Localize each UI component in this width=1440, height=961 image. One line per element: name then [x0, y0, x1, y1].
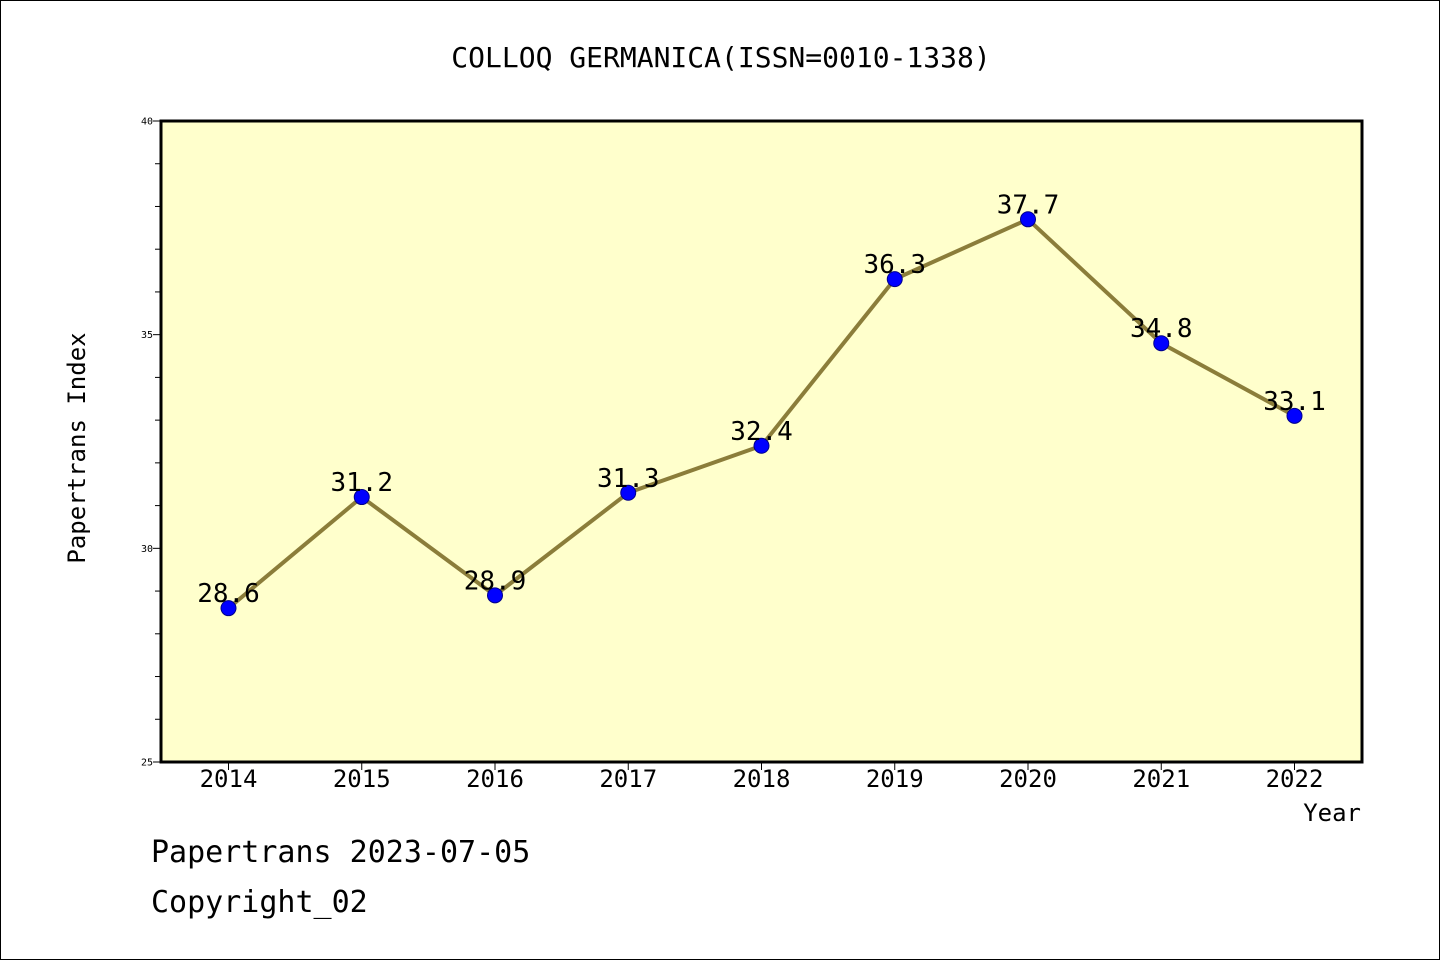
x-tick-label: 2018: [733, 765, 791, 793]
data-point: [353, 489, 370, 506]
x-axis-label: Year: [1303, 799, 1361, 827]
data-point: [620, 484, 637, 501]
data-point: [753, 437, 770, 454]
y-axis: 25 30 35 40: [141, 117, 161, 769]
data-label: 33.1: [1263, 387, 1326, 417]
footer-copyright: Copyright_02: [151, 885, 368, 920]
x-tick-label: 2015: [333, 765, 391, 793]
data-label: 31.3: [597, 464, 660, 494]
x-axis: 2014 2015 2016 2017 2018 2019 2020 2021 2022: [200, 762, 1324, 793]
data-label: 34.8: [1130, 314, 1193, 344]
data-label: 37.7: [997, 190, 1060, 220]
data-point: [886, 271, 903, 288]
y-axis-label: Papertrans Index: [63, 332, 91, 563]
data-point: [487, 587, 503, 604]
data-point: [1020, 211, 1036, 228]
x-tick-label: 2014: [200, 765, 258, 793]
x-tick-label: 2020: [999, 765, 1057, 793]
x-tick-label: 2021: [1132, 765, 1190, 793]
footer-source: Papertrans 2023-07-05: [151, 835, 531, 870]
data-point: [1153, 335, 1170, 352]
data-point: [220, 600, 237, 617]
chart-title: COLLOQ GERMANICA(ISSN=0010-1338): [451, 41, 990, 74]
x-tick-label: 2022: [1266, 765, 1324, 793]
data-label: 28.9: [464, 566, 527, 596]
data-labels: 28.6 31.2 28.9 31.3 32.4 36.3 37.7 34.8 33.1: [197, 190, 1326, 609]
x-tick-label: 2017: [599, 765, 657, 793]
y-tick-label: 30: [141, 544, 153, 555]
data-label: 31.2: [330, 468, 393, 498]
y-tick-label: 25: [141, 758, 153, 769]
y-tick-label: 40: [141, 117, 153, 128]
y-tick-label: 35: [141, 330, 153, 341]
data-label: 28.6: [197, 579, 260, 609]
data-point: [1286, 407, 1303, 424]
data-label: 36.3: [863, 250, 926, 280]
x-tick-label: 2019: [866, 765, 924, 793]
series-markers: [220, 211, 1303, 617]
x-tick-label: 2016: [466, 765, 524, 793]
data-label: 32.4: [730, 417, 793, 447]
